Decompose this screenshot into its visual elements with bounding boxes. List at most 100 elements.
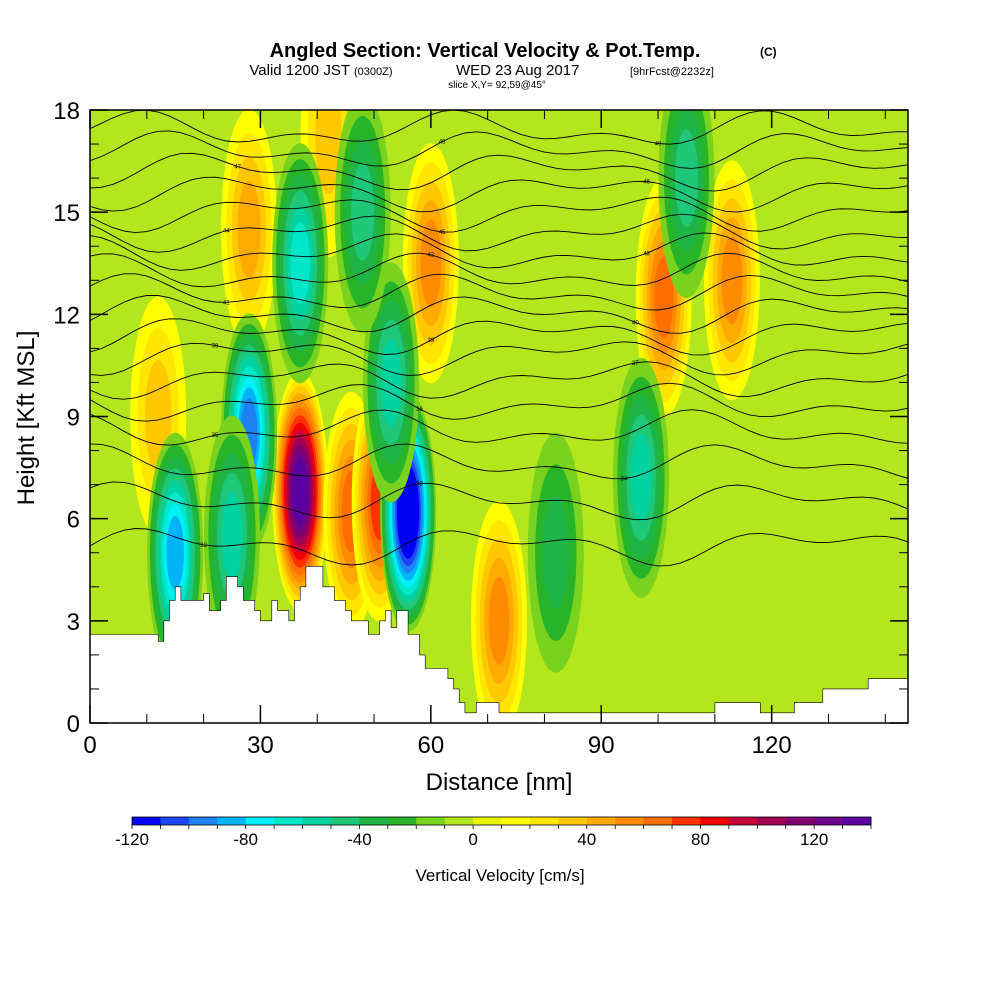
forecast-time: [9hrFcst@2232z]: [630, 66, 714, 78]
chart-title: Angled Section: Vertical Velocity & Pot.…: [270, 40, 701, 62]
colorbar-swatch: [330, 817, 360, 825]
isentrope-label: 47: [234, 165, 241, 171]
velocity-band: [654, 256, 674, 339]
colorbar-swatch: [217, 817, 247, 825]
downdraft-core: [272, 143, 329, 384]
isentrope-label: 46: [643, 179, 650, 185]
colorbar-swatch: [586, 817, 616, 825]
isentrope-label: 35: [212, 433, 219, 439]
colorbar-swatch: [387, 817, 417, 825]
isentrope-label: 37: [632, 361, 639, 367]
terrain-mask: [90, 566, 908, 723]
isentrope-line: [90, 443, 908, 480]
colorbar-tick-label: 40: [577, 830, 596, 849]
updraft-core: [471, 500, 527, 723]
y-tick-label: 9: [67, 405, 80, 432]
isentrope-line: [90, 196, 908, 234]
colorbar-label: Vertical Velocity [cm/s]: [415, 866, 584, 885]
isentrope-label: 42: [427, 253, 434, 259]
x-axis-label: Distance [nm]: [426, 769, 573, 796]
y-axis-label: Height [Kft MSL]: [13, 331, 40, 506]
isentrope-line: [90, 295, 908, 334]
isentrope-line: [90, 213, 908, 253]
isentrope-line: [90, 528, 908, 567]
isentrope-contours: 32 33 34 35 36 37 38 39 40 41 42 43 44 45 46 47 48 49: [90, 110, 908, 567]
isentrope-line: [90, 361, 908, 400]
downdraft-core: [363, 262, 420, 503]
colorbar-tick-label: -40: [347, 830, 372, 849]
colorbar-swatch: [672, 817, 701, 825]
isentrope-label: 41: [223, 300, 230, 306]
colorbar-swatch: [501, 817, 531, 825]
valid-date: WED 23 Aug 2017: [456, 62, 579, 79]
x-tick-label: 0: [83, 732, 96, 759]
isentrope-line: [90, 176, 908, 213]
isentrope-label: 40: [632, 320, 639, 326]
y-tick-label: 12: [53, 302, 80, 329]
velocity-band: [237, 180, 261, 278]
isentrope-label: 43: [643, 251, 650, 257]
colorbar-tick-label: -80: [233, 830, 258, 849]
colorbar-swatch: [785, 817, 815, 825]
isentrope-label: 44: [223, 229, 230, 235]
colorbar-swatch: [132, 817, 161, 825]
colorbar-swatch: [728, 817, 758, 825]
isentrope-label: 36: [416, 407, 423, 413]
isentrope-label: 32: [200, 543, 207, 549]
velocity-band: [351, 163, 375, 261]
slice-info: slice X,Y= 92,59@45°: [448, 80, 546, 91]
valid-zulu: (0300Z): [354, 66, 393, 78]
colorbar-swatch: [615, 817, 645, 825]
velocity-band: [400, 479, 416, 545]
isentrope-label: 45: [439, 230, 446, 236]
colorbar-swatch: [416, 817, 446, 825]
colorbar-tick-label: 80: [691, 830, 710, 849]
isentrope-line: [90, 409, 908, 446]
velocity-band: [380, 338, 402, 427]
updraft-core: [272, 371, 329, 612]
isentrope-line: [90, 232, 908, 271]
velocity-band: [630, 433, 652, 522]
isentrope-label: 33: [416, 482, 423, 488]
velocity-band: [290, 222, 310, 305]
x-tick-label: 120: [752, 732, 792, 759]
colorbar-swatch: [245, 817, 275, 825]
isentrope-line: [90, 252, 908, 288]
colorbar-swatch: [359, 817, 389, 825]
chart-subtitle: Valid 1200 JST (0300Z) WED 23 Aug 2017 […: [249, 62, 714, 79]
colorbar-swatch: [842, 817, 872, 825]
downdraft-core: [527, 432, 584, 673]
isentrope-label: 48: [439, 140, 446, 146]
colorbar-swatch: [188, 817, 218, 825]
velocity-band: [221, 491, 243, 580]
downdraft-core: [380, 391, 437, 632]
colorbar-swatch: [529, 817, 559, 825]
isentrope-label: 38: [212, 343, 219, 349]
colorbar-swatch: [274, 817, 304, 825]
colorbar-swatch: [757, 817, 787, 825]
isentrope-label: 39: [427, 338, 434, 344]
y-tick-label: 15: [53, 200, 80, 227]
x-tick-label: 30: [247, 732, 274, 759]
plot-area: 32 33 34 35 36 37 38 39 40 41 42 43 44 45 46 47 48 49: [90, 110, 908, 723]
colorbar-swatch: [444, 817, 474, 825]
colorbar-tick-label: -120: [115, 830, 149, 849]
y-tick-label: 18: [53, 98, 80, 125]
x-tick-label: 60: [417, 732, 444, 759]
downdraft-core: [334, 110, 391, 333]
colorbar-swatch: [160, 817, 190, 825]
velocity-band: [315, 110, 342, 194]
isentrope-line: [90, 382, 908, 422]
y-tick-label: 3: [67, 609, 80, 636]
downdraft-core: [204, 415, 261, 656]
downdraft-core: [658, 110, 715, 299]
velocity-band: [542, 496, 570, 610]
x-tick-label: 90: [588, 732, 615, 759]
colorbar-swatch: [700, 817, 730, 825]
velocity-band: [721, 236, 743, 325]
colorbar-tick-label: 120: [800, 830, 828, 849]
colorbar-swatch: [643, 817, 673, 825]
isentrope-line: [90, 318, 908, 356]
